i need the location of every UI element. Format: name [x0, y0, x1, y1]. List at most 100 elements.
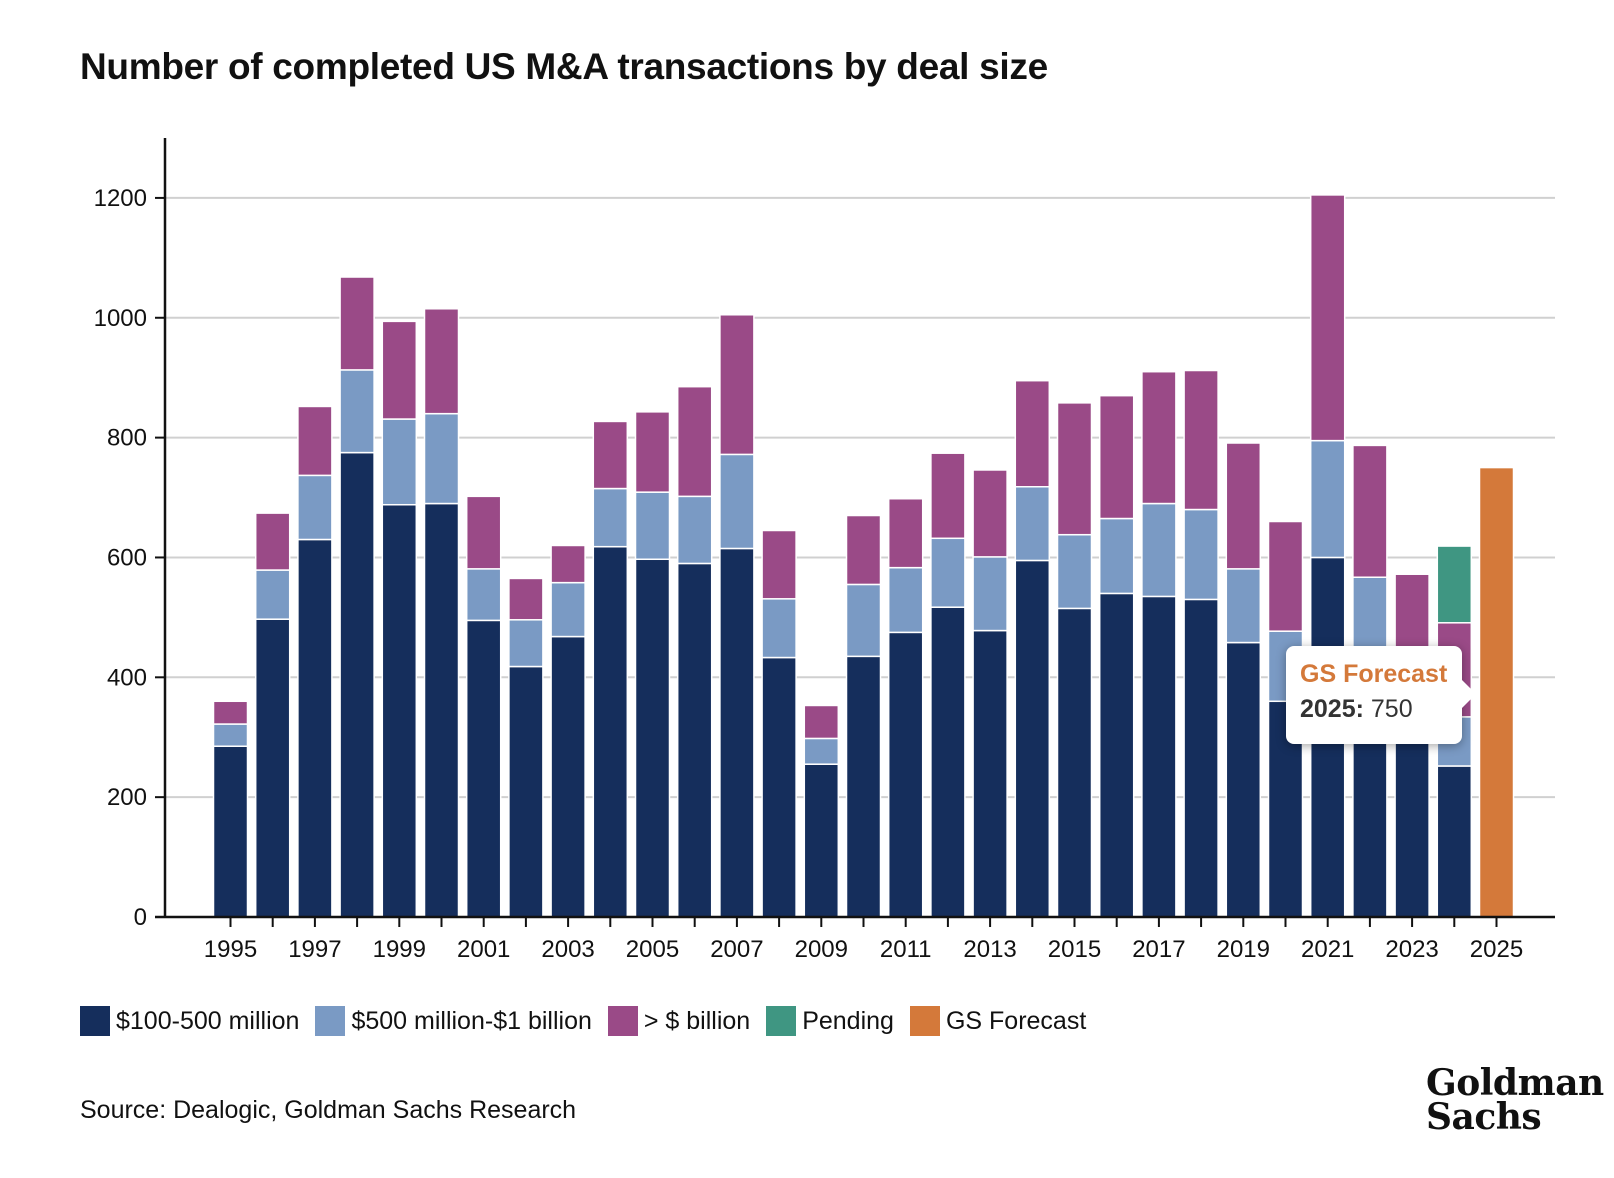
bar-2006-series-1[interactable]	[676, 495, 713, 565]
bar-2024-series-0[interactable]	[1436, 765, 1473, 918]
bar-1995-series-2[interactable]	[212, 700, 249, 725]
bar-2013-series-1[interactable]	[972, 556, 1008, 632]
bar-2019-series-1[interactable]	[1225, 568, 1262, 644]
bar-2015-series-0[interactable]	[1056, 607, 1093, 918]
bar-2017-series-1[interactable]	[1141, 502, 1177, 598]
bar-2014-series-2[interactable]	[1014, 379, 1051, 488]
bar-1999-series-2[interactable]	[381, 320, 418, 420]
bar-2003-series-0[interactable]	[550, 635, 586, 918]
legend-item-mid[interactable]: $500 million-$1 billion	[315, 1006, 592, 1036]
bar-2023-series-2[interactable]	[1394, 573, 1430, 649]
bar-2003-series-1[interactable]	[550, 581, 586, 638]
bar-1998-series-0[interactable]	[339, 451, 375, 918]
legend-item-forecast[interactable]: GS Forecast	[909, 1006, 1087, 1036]
bar-2014-series-0[interactable]	[1014, 559, 1051, 918]
legend-swatch-mid	[315, 1006, 346, 1036]
tooltip-year: 2025:	[1300, 695, 1364, 723]
bar-2006-series-2[interactable]	[676, 385, 713, 498]
y-tick-label-400: 400	[107, 664, 147, 691]
bar-2007-series-0[interactable]	[719, 547, 755, 918]
bar-2025-series-4[interactable]	[1478, 466, 1515, 918]
bar-2005-series-0[interactable]	[634, 558, 671, 918]
bar-2008-series-1[interactable]	[761, 598, 797, 659]
x-tick-label-2005: 2005	[626, 936, 679, 963]
bar-1999-series-0[interactable]	[381, 503, 418, 918]
bar-2017-series-2[interactable]	[1141, 370, 1177, 505]
bar-1996-series-2[interactable]	[254, 512, 291, 571]
bar-1999-series-1[interactable]	[381, 418, 418, 506]
bar-2008-series-0[interactable]	[761, 656, 797, 918]
bar-2016-series-0[interactable]	[1098, 592, 1135, 918]
bar-2011-series-0[interactable]	[887, 631, 924, 918]
bar-2012-series-0[interactable]	[930, 606, 966, 918]
legend-label-forecast: GS Forecast	[945, 1006, 1087, 1035]
bar-1997-series-1[interactable]	[297, 474, 333, 541]
bar-2004-series-2[interactable]	[592, 420, 629, 490]
bar-2009-series-0[interactable]	[803, 763, 840, 918]
bar-2000-series-2[interactable]	[423, 308, 460, 415]
bar-1998-series-2[interactable]	[339, 276, 375, 371]
x-tick-label-2021: 2021	[1301, 936, 1354, 963]
bar-2002-series-1[interactable]	[508, 619, 544, 668]
bar-2021-series-1[interactable]	[1309, 439, 1346, 559]
bar-2009-series-2[interactable]	[803, 704, 840, 740]
bar-2000-series-1[interactable]	[423, 412, 460, 505]
y-tick-label-0: 0	[134, 904, 147, 931]
bar-2011-series-2[interactable]	[887, 497, 924, 569]
bar-2003-series-2[interactable]	[550, 544, 586, 584]
bar-2010-series-1[interactable]	[845, 583, 882, 658]
bar-1996-series-1[interactable]	[254, 569, 291, 620]
bar-2002-series-0[interactable]	[508, 665, 544, 918]
bar-1996-series-0[interactable]	[254, 618, 291, 918]
bar-1995-series-1[interactable]	[212, 723, 249, 747]
bar-2010-series-0[interactable]	[845, 655, 882, 918]
bar-2001-series-0[interactable]	[465, 619, 502, 918]
bar-2013-series-2[interactable]	[972, 469, 1008, 558]
bar-2012-series-1[interactable]	[930, 537, 966, 608]
bar-2013-series-0[interactable]	[972, 629, 1008, 918]
bar-2018-series-2[interactable]	[1183, 369, 1219, 511]
bar-2018-series-1[interactable]	[1183, 508, 1219, 601]
bar-2001-series-2[interactable]	[465, 495, 502, 570]
forecast-tooltip: GS Forecast 2025: 750	[1286, 646, 1476, 744]
bar-2015-series-2[interactable]	[1056, 402, 1093, 536]
bar-2016-series-1[interactable]	[1098, 517, 1135, 595]
bar-1997-series-0[interactable]	[297, 538, 333, 918]
bar-2011-series-1[interactable]	[887, 566, 924, 634]
bar-2005-series-2[interactable]	[634, 411, 671, 493]
bar-2005-series-1[interactable]	[634, 491, 671, 561]
bar-2002-series-2[interactable]	[508, 577, 544, 621]
bar-2010-series-2[interactable]	[845, 514, 882, 586]
bar-1995-series-0[interactable]	[212, 745, 249, 918]
bar-2007-series-1[interactable]	[719, 453, 755, 550]
legend-item-pending[interactable]: Pending	[766, 1006, 894, 1036]
bar-2019-series-0[interactable]	[1225, 641, 1262, 918]
legend-label-pending: Pending	[802, 1006, 894, 1035]
bar-1997-series-2[interactable]	[297, 405, 333, 477]
bar-2012-series-2[interactable]	[930, 452, 966, 540]
bar-2020-series-2[interactable]	[1267, 520, 1304, 632]
bar-2008-series-2[interactable]	[761, 529, 797, 600]
bar-2016-series-2[interactable]	[1098, 394, 1135, 520]
bar-2018-series-0[interactable]	[1183, 598, 1219, 918]
bar-1998-series-1[interactable]	[339, 369, 375, 454]
bar-2004-series-1[interactable]	[592, 487, 629, 548]
bar-2001-series-1[interactable]	[465, 568, 502, 622]
bar-2024-series-3[interactable]	[1436, 545, 1473, 624]
legend-item-small[interactable]: $100-500 million	[80, 1006, 299, 1036]
bar-2006-series-0[interactable]	[676, 562, 713, 918]
bar-2022-series-2[interactable]	[1352, 444, 1388, 578]
bar-2000-series-0[interactable]	[423, 502, 460, 918]
x-tick-label-2019: 2019	[1217, 936, 1270, 963]
bar-2014-series-1[interactable]	[1014, 486, 1051, 562]
bar-2004-series-0[interactable]	[592, 545, 629, 918]
bar-2017-series-0[interactable]	[1141, 595, 1177, 918]
bar-2021-series-2[interactable]	[1309, 194, 1346, 442]
bar-2019-series-2[interactable]	[1225, 442, 1262, 570]
legend-item-large[interactable]: > $ billion	[607, 1006, 750, 1036]
bar-2007-series-2[interactable]	[719, 314, 755, 456]
bar-2009-series-1[interactable]	[803, 737, 840, 765]
bar-2023-series-0[interactable]	[1394, 730, 1430, 918]
x-tick-label-1997: 1997	[288, 936, 341, 963]
bar-2015-series-1[interactable]	[1056, 533, 1093, 610]
